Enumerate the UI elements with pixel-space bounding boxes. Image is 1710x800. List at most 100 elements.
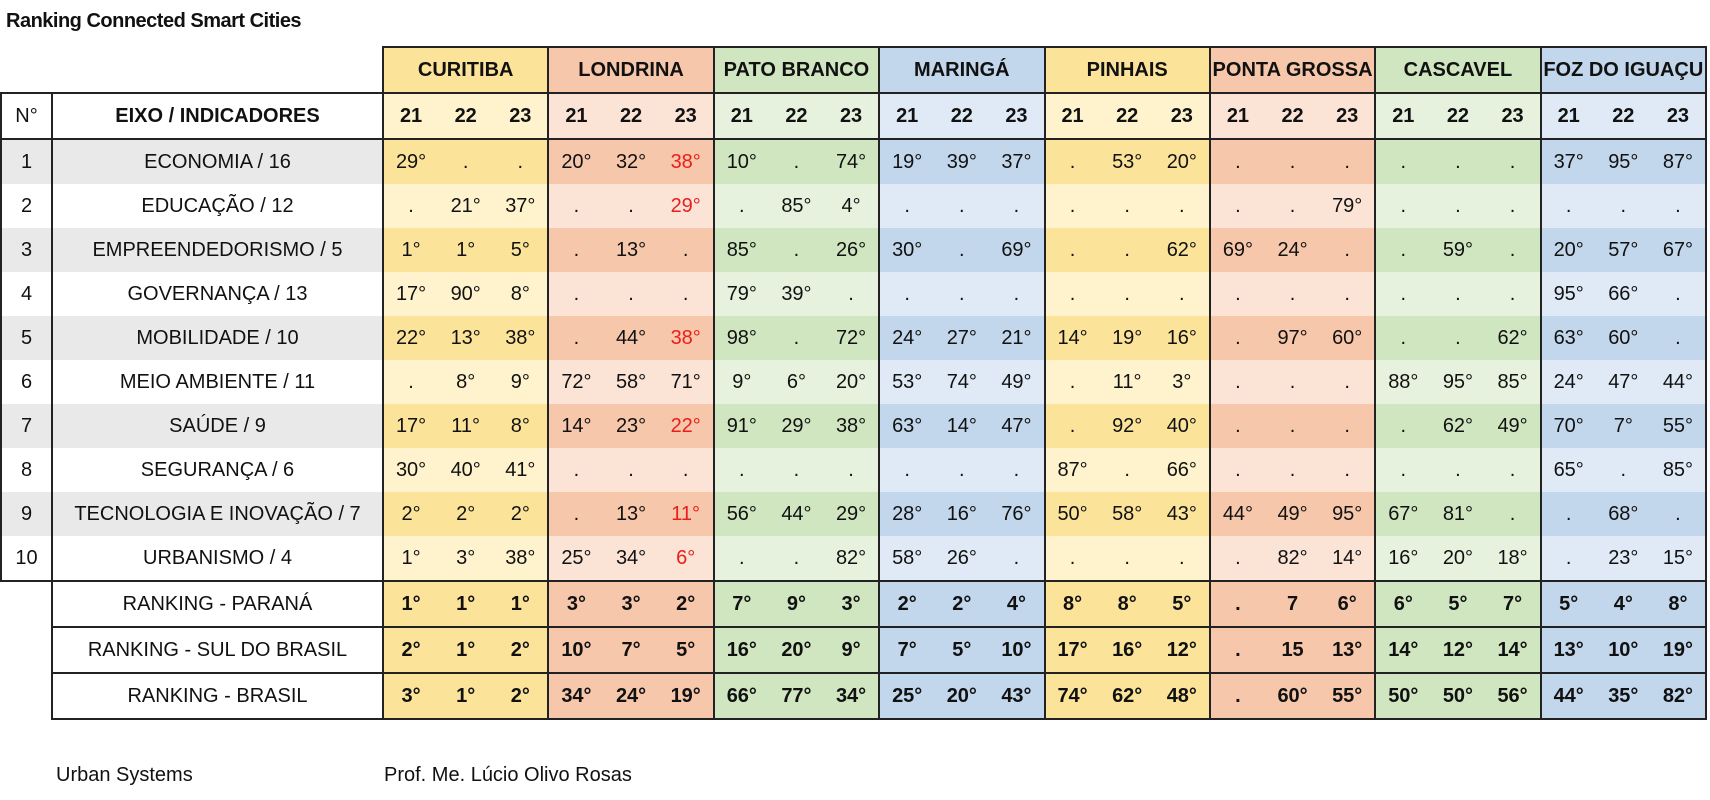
rank-cell: . bbox=[1595, 184, 1651, 228]
rank-cell: 5° bbox=[493, 228, 550, 272]
rank-cell: 23° bbox=[1595, 536, 1651, 581]
rank-cell: 20° bbox=[1154, 139, 1211, 184]
rank-cell: . bbox=[878, 272, 935, 316]
row-number: 4 bbox=[0, 272, 53, 316]
rank-cell: . bbox=[1430, 184, 1486, 228]
rank-cell: . bbox=[1374, 316, 1431, 360]
rank-cell: . bbox=[1265, 139, 1321, 184]
rank-cell: 56° bbox=[712, 492, 769, 536]
rank-cell: 72° bbox=[824, 316, 881, 360]
rank-cell: 38° bbox=[658, 316, 715, 360]
indicator-label: EMPREENDEDORISMO / 5 bbox=[52, 228, 384, 272]
rank-cell: 85° bbox=[1650, 448, 1708, 492]
rank-cell: . bbox=[1539, 536, 1596, 581]
rank-cell: 3° bbox=[1154, 360, 1211, 404]
rank-cell: . bbox=[1320, 448, 1377, 492]
rank-cell: . bbox=[1485, 492, 1542, 536]
indicator-label: TECNOLOGIA E INOVAÇÃO / 7 bbox=[52, 492, 384, 536]
rank-cell: 95° bbox=[1430, 360, 1486, 404]
ranking-cell: 10° bbox=[547, 626, 604, 674]
ranking-cell: 2° bbox=[934, 580, 990, 628]
ranking-cell: 5° bbox=[658, 626, 715, 674]
indicator-row: 3 EMPREENDEDORISMO / 5 1° 1° 5°. 13°. 85°. 26° 3… bbox=[0, 228, 1708, 272]
rank-cell: . bbox=[1099, 272, 1155, 316]
ranking-cell: 60° bbox=[1265, 672, 1321, 720]
ranking-cell: 50° bbox=[1374, 672, 1431, 720]
ranking-cell: 8° bbox=[1650, 580, 1708, 628]
rank-cell: 62° bbox=[1154, 228, 1211, 272]
year-header: 23 bbox=[1320, 93, 1377, 140]
rank-cell: 29° bbox=[381, 139, 439, 184]
rank-cell: . bbox=[547, 316, 604, 360]
city-header: PATO BRANCO bbox=[712, 46, 881, 94]
rank-cell: 62° bbox=[1485, 316, 1542, 360]
ranking-cell: 1° bbox=[381, 580, 439, 628]
rank-cell: . bbox=[712, 184, 769, 228]
rank-cell: 98° bbox=[712, 316, 769, 360]
ranking-cell: 50° bbox=[1430, 672, 1486, 720]
ranking-cell: 34° bbox=[547, 672, 604, 720]
ranking-cell: 16° bbox=[712, 626, 769, 674]
rank-cell: 17° bbox=[381, 404, 439, 448]
rank-cell: 23° bbox=[603, 404, 659, 448]
rank-cell: 20° bbox=[547, 139, 604, 184]
ranking-cell: . bbox=[1208, 672, 1265, 720]
rank-cell: 55° bbox=[1650, 404, 1708, 448]
rank-cell: 38° bbox=[493, 316, 550, 360]
year-header: 22 bbox=[934, 93, 990, 140]
rank-cell: 60° bbox=[1320, 316, 1377, 360]
ranking-cell: 48° bbox=[1154, 672, 1211, 720]
rank-cell: 39° bbox=[934, 139, 990, 184]
rank-cell: 3° bbox=[438, 536, 494, 581]
year-header: 23 bbox=[1650, 93, 1708, 140]
rank-cell: 47° bbox=[1595, 360, 1651, 404]
rank-cell: 7° bbox=[1595, 404, 1651, 448]
rank-cell: 21° bbox=[438, 184, 494, 228]
rank-cell: 8° bbox=[493, 404, 550, 448]
rank-cell: . bbox=[878, 184, 935, 228]
rank-cell: . bbox=[1650, 316, 1708, 360]
ranking-cell: 1° bbox=[438, 580, 494, 628]
rank-cell: 95° bbox=[1595, 139, 1651, 184]
rank-cell: 13° bbox=[438, 316, 494, 360]
year-header: 23 bbox=[1154, 93, 1211, 140]
rank-cell: 14° bbox=[1320, 536, 1377, 581]
rank-cell: . bbox=[547, 492, 604, 536]
rank-cell: . bbox=[1265, 404, 1321, 448]
ranking-cell: 12° bbox=[1430, 626, 1486, 674]
rank-cell: 97° bbox=[1265, 316, 1321, 360]
rank-cell: . bbox=[1043, 360, 1100, 404]
rank-cell: . bbox=[1595, 448, 1651, 492]
row-number: 6 bbox=[0, 360, 53, 404]
rank-cell: 81° bbox=[1430, 492, 1486, 536]
year-header: 22 bbox=[768, 93, 824, 140]
rank-cell: . bbox=[658, 228, 715, 272]
rank-cell: . bbox=[1650, 492, 1708, 536]
rank-cell: 17° bbox=[381, 272, 439, 316]
rank-cell: . bbox=[1043, 536, 1100, 581]
ranking-cell: 43° bbox=[989, 672, 1046, 720]
ranking-cell: 5° bbox=[1154, 580, 1211, 628]
rank-cell: 2° bbox=[381, 492, 439, 536]
rank-cell: 19° bbox=[1099, 316, 1155, 360]
rank-cell: . bbox=[768, 448, 824, 492]
year-header: 23 bbox=[1485, 93, 1542, 140]
indicator-row: 9 TECNOLOGIA E INOVAÇÃO / 7 2° 2° 2°. 13° 11° 5… bbox=[0, 492, 1708, 536]
rank-cell: 38° bbox=[824, 404, 881, 448]
rank-cell: 24° bbox=[878, 316, 935, 360]
rank-cell: 92° bbox=[1099, 404, 1155, 448]
rank-cell: . bbox=[1265, 448, 1321, 492]
rank-cell: . bbox=[1208, 316, 1265, 360]
ranking-cell: 25° bbox=[878, 672, 935, 720]
rank-cell: . bbox=[1154, 184, 1211, 228]
ranking-cell: 1° bbox=[438, 626, 494, 674]
rank-cell: 95° bbox=[1539, 272, 1596, 316]
rank-cell: 26° bbox=[824, 228, 881, 272]
rank-cell: . bbox=[1208, 272, 1265, 316]
rank-cell: . bbox=[1154, 272, 1211, 316]
rank-cell: 29° bbox=[768, 404, 824, 448]
rank-cell: 25° bbox=[547, 536, 604, 581]
rank-cell: 63° bbox=[878, 404, 935, 448]
city-header: CASCAVEL bbox=[1374, 46, 1542, 94]
rank-cell: . bbox=[658, 448, 715, 492]
